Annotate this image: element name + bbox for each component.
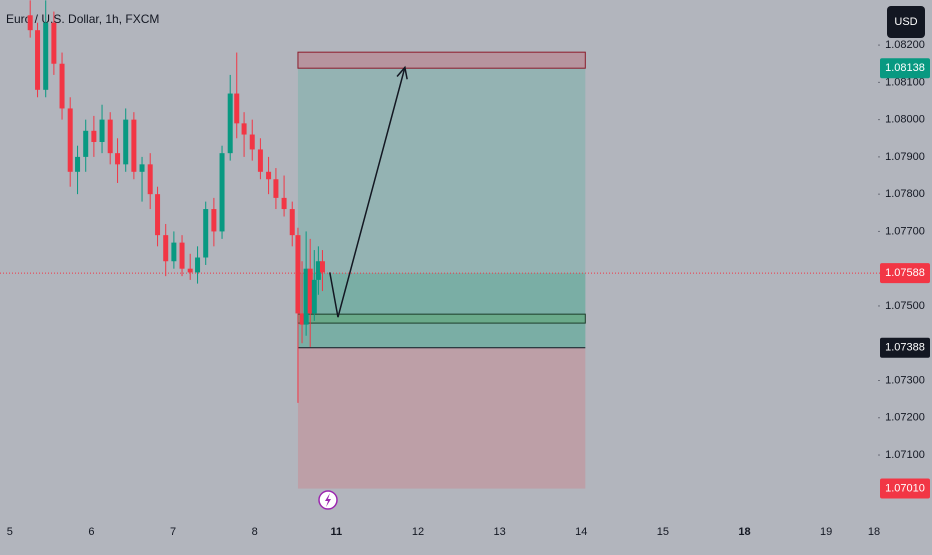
candle-body [195,257,201,273]
target-price-label-bg [880,58,930,79]
entry-box [297,313,586,324]
candle-body [75,156,81,172]
y-tick-label: 1.08200 [885,39,925,51]
entry-price-label-bg [880,337,930,358]
x-tick-label: 18 [868,526,880,538]
candle-body [123,119,129,165]
open-profit-zone [297,273,586,348]
candle-body [299,313,305,325]
candle-body [187,268,193,273]
candle-body [303,268,309,325]
candle-body [35,30,41,90]
candle-body [281,197,287,210]
candle-body [51,22,57,64]
y-tick-label: 1.08100 [885,76,925,88]
stop-price-label-bg [880,478,930,499]
y-tick-label: 1.07700 [885,225,925,237]
chart-title: Euro / U.S. Dollar, 1h, FXCM [6,12,159,26]
x-tick-label: 5 [7,526,13,538]
candle-body [131,119,137,172]
candle-body [311,279,317,314]
candle-body [163,235,169,262]
candle-body [319,261,325,273]
y-tick-label: 1.07900 [885,151,925,163]
candle-body [115,153,121,165]
candle-body [227,93,233,154]
candle-body [315,261,321,280]
last-price-label-bg [880,263,930,284]
candle-body [211,209,217,232]
candle-body [203,209,209,258]
loss-zone [297,347,586,489]
candle-body [289,209,295,236]
candle-body [171,242,177,262]
x-tick-label: 6 [88,526,94,538]
candle-body [266,171,272,180]
x-tick-label: 15 [657,526,669,538]
candle-body [273,179,279,198]
y-tick-label: 1.07200 [885,412,925,424]
candle-body [249,134,255,150]
candle-body [234,93,240,124]
candle-body [179,242,185,269]
candle-body [67,108,73,172]
x-tick-label: 14 [575,526,587,538]
y-tick-label: 1.07100 [885,449,925,461]
y-tick-label: 1.08000 [885,114,925,126]
candle-body [147,164,153,195]
candle-body [43,22,49,90]
alert-icon[interactable] [318,490,338,510]
candle-body [27,15,33,31]
entry-price-label: 1.07388 [885,342,925,354]
currency-button-bg[interactable] [887,6,925,38]
arrow-head [396,65,408,80]
candle-body [219,153,225,232]
x-tick-label: 19 [820,526,832,538]
candle-body [307,268,313,314]
alert-bolt[interactable] [325,493,331,507]
y-tick-label: 1.07300 [885,374,925,386]
target-price-label: 1.08138 [885,62,925,74]
candle-body [241,123,247,135]
x-tick-label: 7 [170,526,176,538]
candle-body [295,235,301,314]
y-tick-label: 1.07500 [885,300,925,312]
x-tick-label: 11 [331,526,343,538]
x-tick-label: 8 [252,526,258,538]
currency-button[interactable]: USD [887,6,925,38]
candle-body [139,164,145,172]
candle-body [155,194,161,236]
arrow [329,67,406,318]
candle-body [59,63,65,109]
candle-body [107,119,113,154]
x-tick-label: 13 [493,526,505,538]
plot-layer [0,0,880,489]
last-price-label: 1.07588 [885,267,925,279]
candle-body [99,119,105,142]
candle-body [83,130,89,157]
x-tick-label: 12 [412,526,424,538]
x-tick-label: 18 [738,526,750,538]
candle-body [257,149,263,172]
candle-body [91,130,97,142]
y-tick-label: 1.07800 [885,188,925,200]
stop-price-label: 1.07010 [885,482,925,494]
currency-label[interactable]: USD [894,16,917,28]
target-box [297,51,586,69]
